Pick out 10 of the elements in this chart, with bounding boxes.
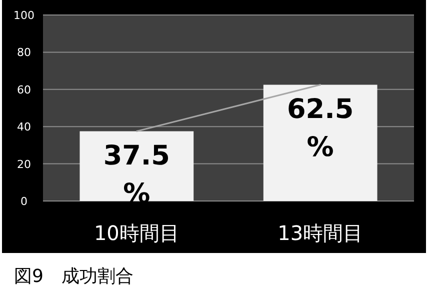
y-tick-label: 40 — [17, 120, 31, 134]
data-label: 62.5% — [287, 94, 354, 163]
caption: 図9 成功割合 — [14, 266, 134, 287]
y-tick-label: 20 — [17, 158, 31, 171]
x-tick-label: 13時間目 — [278, 221, 364, 245]
y-tick-label: 60 — [17, 83, 31, 96]
y-tick-label: 100 — [14, 9, 34, 22]
y-tick-label: 80 — [17, 46, 31, 60]
x-tick-label: 10時間目 — [94, 221, 180, 245]
y-tick-label: 0 — [20, 195, 28, 208]
